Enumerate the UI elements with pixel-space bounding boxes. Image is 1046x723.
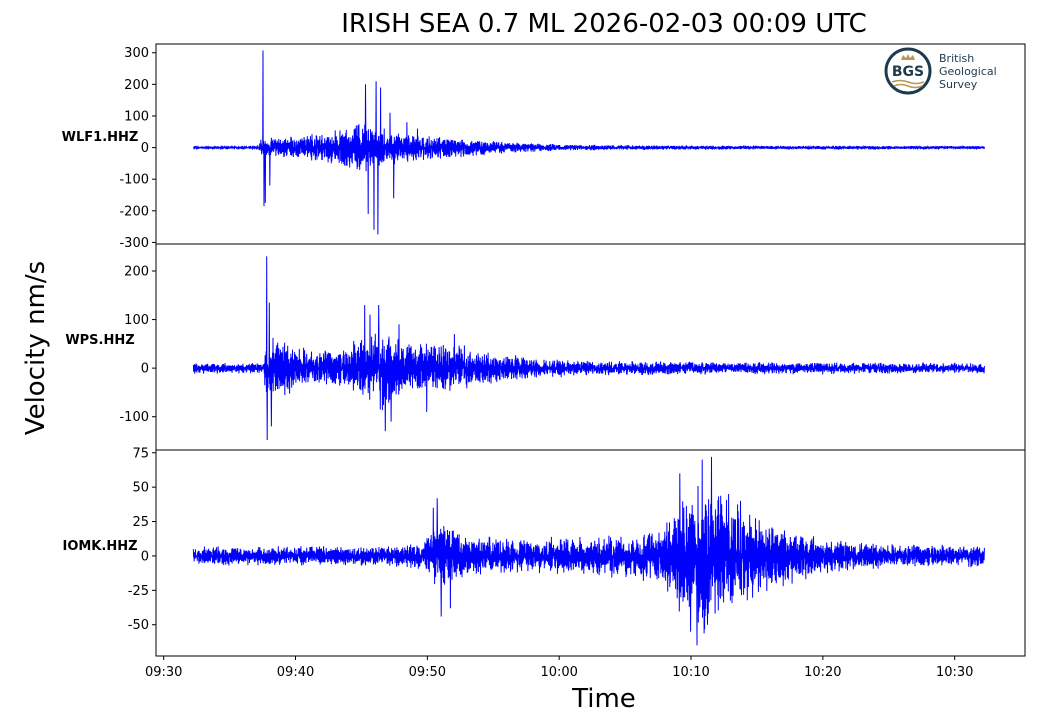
x-tick-label: 10:00 xyxy=(540,665,577,680)
y-tick-label: 50 xyxy=(132,481,149,496)
trace-panel: IOMK.HHZ 75 50 25 0 -25 -50 xyxy=(62,446,1026,657)
y-tick-label: 100 xyxy=(124,109,149,124)
y-tick-label: 0 xyxy=(141,549,149,564)
waveform-trace xyxy=(192,456,985,646)
y-tick-label: -100 xyxy=(119,173,149,188)
y-tick-label: -200 xyxy=(119,204,149,219)
y-tick-label: -300 xyxy=(119,236,149,251)
y-tick-label: 0 xyxy=(141,141,149,156)
y-tick-label: -25 xyxy=(128,584,149,599)
logo-name-line: Survey xyxy=(939,78,978,91)
y-tick-label: -50 xyxy=(128,618,149,633)
y-tick-label: 300 xyxy=(124,46,149,61)
x-tick-label: 10:30 xyxy=(936,665,973,680)
logo-name-line: Geological xyxy=(939,65,997,78)
waveform-trace xyxy=(192,256,985,441)
y-tick-label: 200 xyxy=(124,78,149,93)
y-axis-label: Velocity nm/s xyxy=(21,261,51,435)
y-tick-label: 25 xyxy=(132,515,149,530)
trace-panels: WLF1.HHZ 300 200 100 0 -100 -200 -300 WPS.HHZ 200… xyxy=(62,43,1026,657)
bgs-logo: BGS British Geological Survey xyxy=(884,47,997,95)
station-label: IOMK.HHZ xyxy=(62,539,137,554)
y-tick-label: 75 xyxy=(132,446,149,461)
x-axis: 09:30 09:40 09:50 10:00 10:10 10:20 10:30 xyxy=(145,656,973,680)
x-tick-label: 09:30 xyxy=(145,665,182,680)
x-tick-label: 09:40 xyxy=(277,665,314,680)
y-tick-label: 0 xyxy=(141,362,149,377)
x-axis-label: Time xyxy=(571,684,636,714)
station-label: WPS.HHZ xyxy=(65,333,134,348)
logo-ring xyxy=(884,47,932,95)
waveform-trace xyxy=(192,50,985,235)
x-tick-label: 09:50 xyxy=(409,665,446,680)
chart-title: IRISH SEA 0.7 ML 2026-02-03 00:09 UTC xyxy=(341,9,867,39)
y-tick-label: -100 xyxy=(119,410,149,425)
trace-panel: WLF1.HHZ 300 200 100 0 -100 -200 -300 xyxy=(62,43,1026,251)
logo-abbrev: BGS xyxy=(892,64,924,80)
y-tick-label: 100 xyxy=(124,313,149,328)
wave-icon xyxy=(893,83,923,89)
panel-frame xyxy=(155,449,1026,657)
trace-panel: WPS.HHZ 200 100 0 -100 xyxy=(65,243,1026,451)
x-tick-label: 10:10 xyxy=(672,665,709,680)
x-tick-label: 10:20 xyxy=(804,665,841,680)
y-tick-label: 200 xyxy=(124,265,149,280)
wave-icon xyxy=(891,79,925,85)
station-label: WLF1.HHZ xyxy=(62,130,139,145)
logo-name-line: British xyxy=(939,52,974,65)
crown-icon xyxy=(901,54,915,60)
panel-frame xyxy=(155,243,1026,451)
